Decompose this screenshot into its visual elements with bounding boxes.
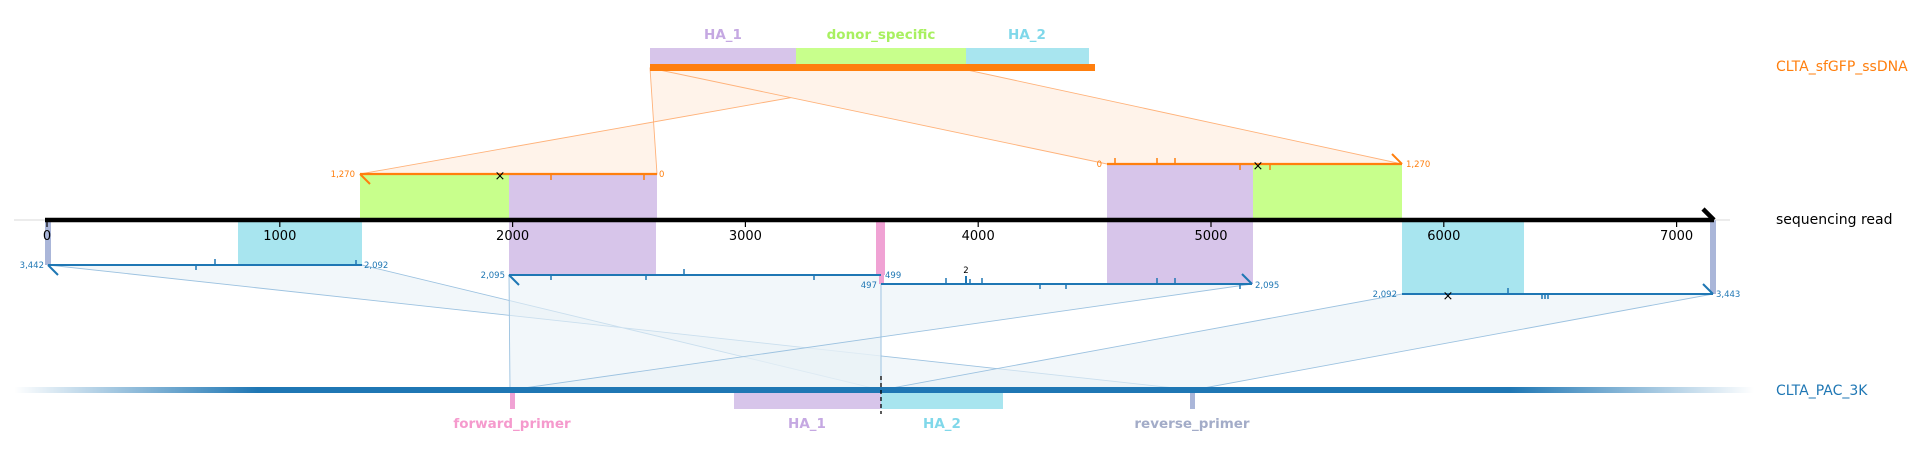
donor-aln-left-ha1-block xyxy=(509,174,657,220)
donor-aln-left-end-label: 0 xyxy=(659,170,664,180)
target-aln-4-start-label: 2,092 xyxy=(1373,290,1397,300)
target-forward-primer-feature xyxy=(510,393,515,409)
donor-ha2-label: HA_2 xyxy=(1008,27,1046,43)
target-aln-2-ha1-block xyxy=(509,220,656,275)
target-aln-2-end-tick xyxy=(508,274,520,286)
donor-specific-feature xyxy=(796,48,966,65)
target-aln-1-ha2-block xyxy=(238,220,362,265)
donor-ha1-label: HA_1 xyxy=(704,27,742,43)
donor-map: HA_1 donor_specific HA_2 CLTA_sfGFP_ssDN… xyxy=(650,27,1908,75)
donor-aln-right-deletion-mark: × xyxy=(1253,159,1264,174)
target-map: forward_primer HA_1 HA_2 reverse_primer … xyxy=(14,376,1868,432)
donor-aln-right-ha1-block xyxy=(1107,164,1253,220)
donor-aln-left-end-tick xyxy=(359,173,371,185)
target-ha2-label: HA_2 xyxy=(923,416,961,432)
donor-alignment-right: × 0 1,270 xyxy=(1097,153,1430,220)
target-alignment-2: 2,095 499 xyxy=(481,269,901,286)
donor-aln-right-end-tick xyxy=(1391,153,1403,165)
read-label: sequencing read xyxy=(1776,212,1892,228)
target-connectors xyxy=(47,264,1714,391)
target-aln-3-end-label: 2,095 xyxy=(1255,281,1279,291)
donor-ha1-feature xyxy=(650,48,796,65)
read-axis-tick-label: 1000 xyxy=(263,229,296,244)
target-aln-1-primer-block xyxy=(45,220,51,265)
read-axis-tick-label: 2000 xyxy=(496,229,529,244)
target-reverse-primer-label: reverse_primer xyxy=(1134,416,1250,432)
target-aln-3-indel-label: 2 xyxy=(963,266,968,276)
target-aln-4-primer-block xyxy=(1710,220,1716,294)
target-bar xyxy=(14,387,1754,393)
read-axis-ticks: 0 1000 2000 3000 4000 5000 6000 7000 xyxy=(43,220,1693,244)
read-axis-tick-label: 7000 xyxy=(1660,229,1693,244)
read-axis-tick-label: 5000 xyxy=(1194,229,1227,244)
target-aln-1-end-tick xyxy=(47,264,59,276)
donor-connector-right xyxy=(649,67,1403,165)
target-aln-4-end-label: 3,443 xyxy=(1716,290,1740,300)
read-axis-tick-label: 4000 xyxy=(962,229,995,244)
target-forward-primer-label: forward_primer xyxy=(453,416,571,432)
donor-aln-right-end-label: 1,270 xyxy=(1406,160,1430,170)
donor-specific-label: donor_specific xyxy=(827,27,936,43)
target-aln-4-deletion-mark: × xyxy=(1443,289,1454,304)
target-aln-3-end-tick xyxy=(1241,273,1253,285)
donor-alignment-left: × 1,270 0 xyxy=(331,169,664,220)
target-reverse-primer-feature xyxy=(1190,393,1195,409)
read-axis-tick-label: 3000 xyxy=(729,229,762,244)
target-ha2-feature xyxy=(881,393,1003,409)
target-aln-2-end-label: 499 xyxy=(885,271,901,281)
target-aln-1-end-label: 2,092 xyxy=(364,261,388,271)
donor-aln-left-specific-block xyxy=(360,174,509,220)
target-name: CLTA_PAC_3K xyxy=(1776,383,1868,399)
donor-aln-left-deletion-mark: × xyxy=(495,169,506,184)
read-axis-arrowhead xyxy=(1701,207,1716,222)
donor-aln-left-start-label: 1,270 xyxy=(331,170,355,180)
read-axis: 0 1000 2000 3000 4000 5000 6000 7000 sequencing… xyxy=(14,207,1892,244)
target-ha1-feature xyxy=(734,393,881,409)
target-alignment-4: × 2,092 3,443 xyxy=(1373,283,1740,304)
target-aln-2-start-label: 2,095 xyxy=(481,271,505,281)
target-aln-3-primer-block xyxy=(879,220,884,284)
donor-ha2-feature xyxy=(966,48,1089,65)
donor-aln-right-specific-block xyxy=(1253,164,1402,220)
target-ha1-label: HA_1 xyxy=(788,416,826,432)
target-aln-4-ha2-block xyxy=(1402,220,1524,294)
target-aln-3-ha1-block xyxy=(1107,220,1253,284)
target-aln-1-start-label: 3,442 xyxy=(20,261,44,271)
donor-bar xyxy=(650,64,1095,71)
read-axis-tick-label: 0 xyxy=(43,229,51,244)
read-axis-tick-label: 6000 xyxy=(1427,229,1460,244)
target-alignment-1: 3,442 2,092 xyxy=(20,259,388,276)
target-aln-3-start-label: 497 xyxy=(861,281,877,291)
donor-name: CLTA_sfGFP_ssDNA xyxy=(1776,59,1908,75)
target-aln-4-end-tick xyxy=(1702,283,1714,295)
donor-aln-right-start-label: 0 xyxy=(1097,160,1102,170)
target-alignment-blocks xyxy=(45,220,1716,294)
donor-connectors xyxy=(359,67,1403,175)
target-alignment-3: 2 497 2,095 xyxy=(861,266,1280,291)
